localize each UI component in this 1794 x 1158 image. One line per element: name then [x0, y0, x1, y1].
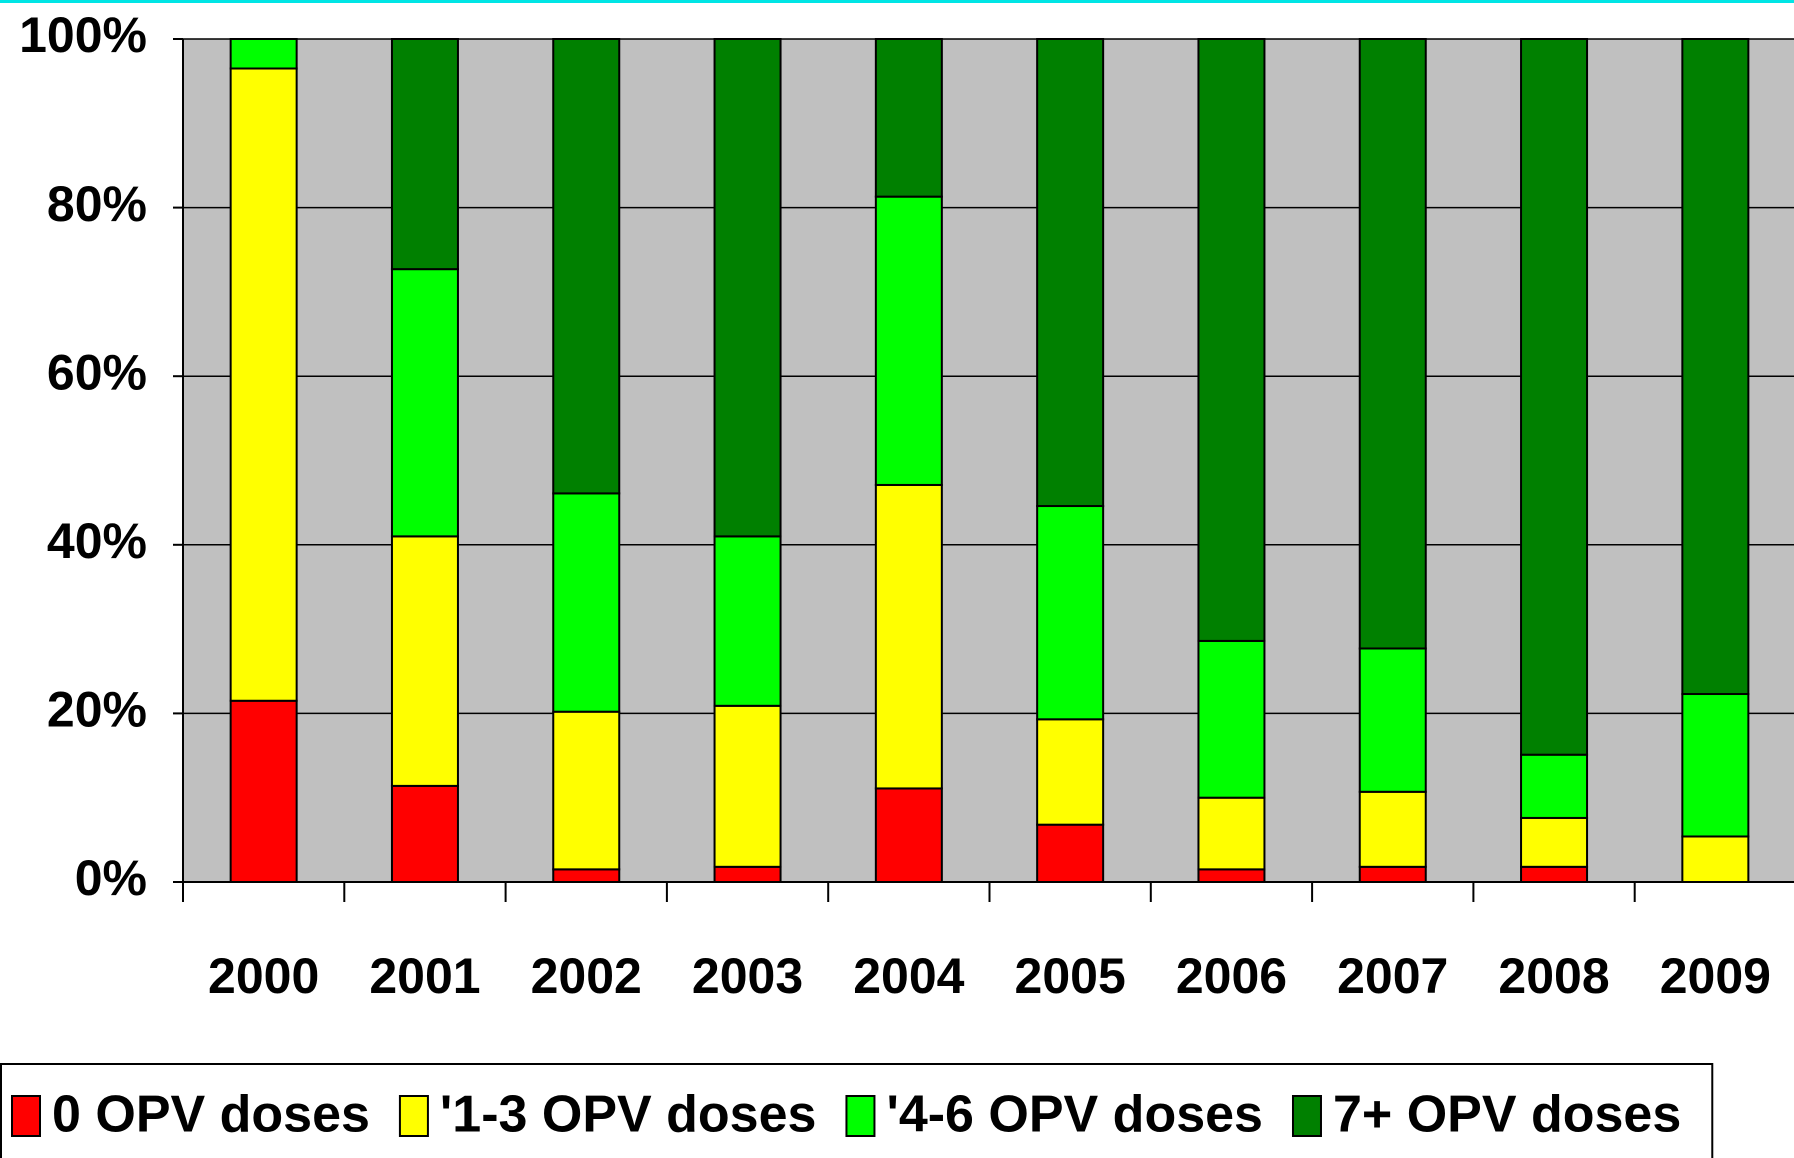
y-tick-label: 40% — [47, 513, 147, 569]
bar-segment — [552, 492, 621, 713]
bar-segment — [552, 38, 621, 495]
legend-swatch — [11, 1095, 41, 1137]
y-tick-label: 100% — [19, 7, 147, 63]
bar-segment — [1036, 718, 1105, 826]
x-tick-label: 2005 — [1015, 948, 1126, 1004]
bar-segment — [1681, 38, 1750, 696]
bar-segment — [874, 787, 943, 883]
bar-segment — [1520, 816, 1589, 868]
x-tick-label: 2007 — [1337, 948, 1448, 1004]
top-border — [0, 0, 1794, 3]
y-tick-label: 0% — [75, 850, 147, 906]
legend-label: 7+ OPV doses — [1333, 1086, 1681, 1144]
bar-segment — [1520, 865, 1589, 883]
y-tick-label: 60% — [47, 344, 147, 400]
legend-swatch — [398, 1095, 429, 1137]
bar-segment — [1358, 38, 1427, 650]
bar-segment — [713, 865, 782, 883]
legend: 0 OPV doses '1-3 OPV doses '4-6 OPV doses 7… — [0, 1063, 1714, 1158]
x-tick-label: 2001 — [369, 948, 480, 1004]
x-tick-label: 2006 — [1176, 948, 1287, 1004]
bar-segment — [874, 195, 943, 486]
legend-swatch — [1291, 1095, 1322, 1137]
y-tick-label: 20% — [47, 682, 147, 738]
bar-segment — [713, 704, 782, 868]
bar-segment — [1520, 753, 1589, 819]
bar-segment — [390, 784, 459, 884]
legend-label: 0 OPV doses — [52, 1086, 370, 1144]
legend-label: '1-3 OPV doses — [440, 1086, 817, 1144]
bar-segment — [1036, 38, 1105, 508]
bar-segment — [229, 699, 298, 883]
bar-segment — [1358, 647, 1427, 793]
x-tick-label: 2004 — [853, 948, 964, 1004]
bar-segment — [229, 38, 298, 70]
bar-segment — [1197, 38, 1266, 642]
bar-segment — [1197, 868, 1266, 883]
legend-box — [0, 1063, 1714, 1158]
legend-label: '4-6 OPV doses — [886, 1086, 1263, 1144]
legend-swatch — [845, 1095, 876, 1137]
bar-segment — [1036, 505, 1105, 721]
bar-segment — [1520, 38, 1589, 756]
bar-segment — [390, 535, 459, 787]
bar-segment — [390, 268, 459, 538]
bar-segment — [552, 868, 621, 883]
bar-segment — [874, 38, 943, 198]
bar-segment — [713, 535, 782, 707]
bar-segment — [1358, 790, 1427, 868]
bar-segment — [1681, 693, 1750, 838]
bar-segment — [1197, 796, 1266, 871]
bar-segment — [229, 67, 298, 702]
x-tick-label: 2002 — [531, 948, 642, 1004]
bar-segment — [1197, 639, 1266, 799]
bar-segment — [713, 38, 782, 538]
bar-segment — [390, 38, 459, 271]
bar-segment — [1681, 835, 1750, 884]
x-tick-label: 2008 — [1498, 948, 1609, 1004]
bar-segment — [1358, 865, 1427, 883]
bar-segment — [1036, 823, 1105, 884]
x-tick-label: 2000 — [208, 948, 319, 1004]
bar-segment — [552, 710, 621, 871]
y-tick-label: 80% — [47, 176, 147, 232]
bar-segment — [874, 483, 943, 790]
x-tick-label: 2003 — [692, 948, 803, 1004]
x-tick-label: 2009 — [1660, 948, 1771, 1004]
